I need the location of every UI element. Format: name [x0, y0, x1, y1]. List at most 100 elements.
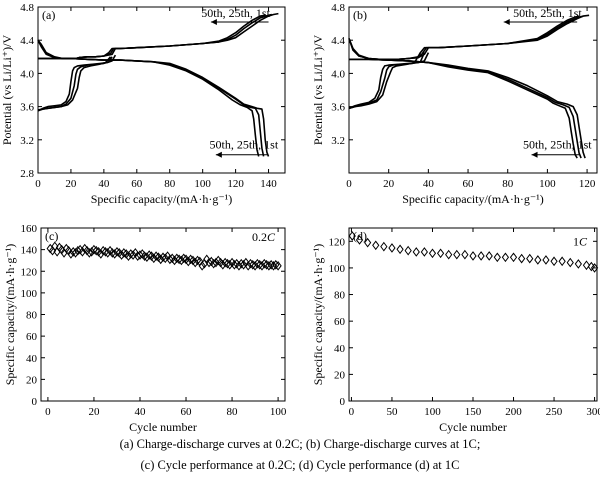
data-point — [145, 250, 153, 260]
data-point — [99, 245, 107, 256]
data-point — [461, 249, 469, 260]
x-tick-label: 80 — [502, 178, 514, 190]
data-point — [355, 235, 364, 245]
data-point — [574, 259, 582, 269]
x-tick-label: 60 — [131, 178, 143, 190]
x-tick-label: 80 — [227, 406, 239, 418]
data-point — [428, 248, 437, 259]
data-point — [396, 244, 404, 255]
y-axis-label: Specific capacity/(mA·h·g⁻¹) — [3, 244, 17, 386]
data-point — [590, 263, 599, 273]
x-tick-label: 60 — [181, 406, 193, 418]
cycle-annotation: 50th, 25th, 1st — [201, 6, 270, 20]
data-point — [404, 245, 412, 256]
x-tick-label: 0 — [346, 178, 352, 190]
y-tick-label: 120 — [21, 266, 38, 278]
x-tick-label: 300 — [586, 406, 600, 418]
data-point — [388, 243, 396, 253]
y-tick-label: 20 — [26, 374, 38, 386]
data-point — [526, 253, 534, 264]
y-tick-label: 40 — [334, 343, 346, 355]
y-tick-label: 4.4 — [20, 35, 34, 47]
cycle-annotation: 50th, 25th, 1st — [209, 138, 278, 152]
data-point — [230, 259, 238, 270]
curve-discharge-50th — [38, 57, 260, 157]
y-tick-label: 160 — [21, 223, 38, 235]
y-tick-label: 40 — [26, 353, 38, 365]
data-point — [210, 258, 218, 269]
y-tick-label: 4.0 — [331, 68, 345, 80]
x-axis-label: Cycle number — [439, 420, 507, 434]
curve-charge-1st — [37, 12, 279, 60]
caption-line-1: (a) Charge-discharge curves at 0.2C; (b)… — [119, 437, 481, 451]
x-tick-label: 80 — [164, 178, 176, 190]
x-tick-label: 120 — [579, 178, 596, 190]
y-tick-label: 100 — [329, 263, 346, 275]
x-tick-label: 200 — [505, 406, 522, 418]
arrow-head-icon — [531, 151, 538, 158]
x-tick-label: 100 — [424, 406, 441, 418]
data-point — [180, 253, 188, 264]
y-tick-label: 140 — [21, 245, 38, 257]
x-tick-label: 60 — [463, 178, 475, 190]
curve-charge-low-50th — [348, 52, 422, 110]
data-point — [445, 249, 453, 260]
y-tick-label: 4.0 — [20, 68, 34, 80]
cycle-annotation: 50th, 25th, 1st — [523, 138, 592, 152]
plot-frame — [348, 6, 598, 174]
plot-frame — [348, 227, 598, 402]
y-tick-label: 80 — [334, 290, 346, 302]
data-point — [274, 261, 282, 271]
y-tick-label: 60 — [334, 316, 346, 328]
data-point — [509, 252, 518, 263]
data-point — [412, 247, 420, 257]
chart-panel-d: 0 50 100 150 200 250 300 0 20 40 60 80 100 120 Cycle n… — [311, 227, 600, 434]
data-point — [198, 261, 206, 271]
rate-annotation: 0.2C — [252, 230, 276, 244]
plot-frame — [37, 6, 286, 174]
data-point — [253, 258, 262, 269]
arrow-head-icon — [210, 18, 217, 25]
data-point — [161, 253, 169, 264]
y-tick-label: 3.2 — [331, 135, 345, 147]
x-axis-label: Specific capacity/(mA·h·g⁻¹) — [402, 192, 544, 206]
data-point — [120, 248, 128, 258]
data-point — [113, 246, 121, 257]
arrow-head-icon — [503, 18, 510, 25]
y-tick-label: 4.8 — [20, 2, 34, 14]
data-point — [364, 237, 372, 248]
chart-panel-a: 0 20 40 60 80 100 120 140 2.8 3.2 3.6 4.0 4.4 4.8 Spec… — [0, 2, 286, 206]
curve-charge-low-25th — [37, 56, 113, 112]
x-tick-label: 100 — [194, 178, 211, 190]
data-point — [587, 261, 595, 272]
data-point — [558, 256, 566, 267]
panel-label: (c) — [45, 229, 58, 243]
data-point — [186, 254, 195, 265]
y-tick-label: 3.6 — [331, 102, 345, 114]
caption-line-2: (c) Cycle performance at 0.2C; (d) Cycle… — [140, 458, 460, 472]
data-point — [501, 252, 510, 263]
panel-label: (a) — [42, 8, 55, 22]
x-tick-label: 150 — [465, 406, 482, 418]
data-point — [582, 260, 591, 271]
data-point — [380, 241, 388, 252]
panel-label: (b) — [353, 8, 367, 22]
data-point — [221, 257, 229, 268]
data-point — [193, 255, 202, 266]
x-tick-label: 0 — [349, 406, 355, 418]
data-point — [129, 250, 137, 260]
y-tick-label: 0 — [340, 396, 346, 408]
x-tick-label: 40 — [134, 406, 146, 418]
data-point — [493, 252, 501, 263]
data-point — [74, 245, 82, 256]
data-point — [71, 248, 80, 258]
data-point — [550, 256, 558, 267]
x-tick-label: 40 — [423, 178, 435, 190]
data-point — [85, 248, 93, 258]
data-point — [453, 249, 461, 260]
x-tick-label: 50 — [386, 406, 398, 418]
data-point — [518, 253, 526, 264]
x-tick-label: 40 — [98, 178, 110, 190]
x-tick-label: 20 — [88, 406, 100, 418]
data-point — [542, 255, 550, 265]
